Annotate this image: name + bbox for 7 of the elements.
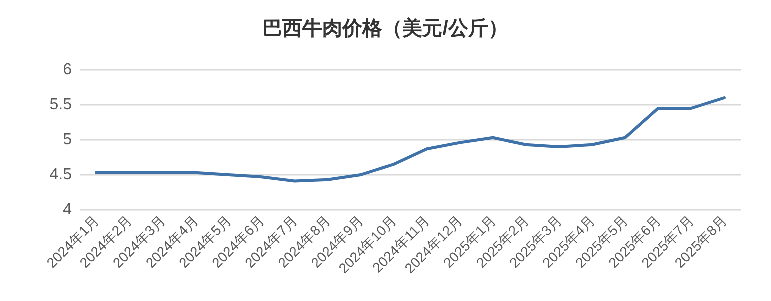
y-tick-label: 6: [63, 62, 72, 78]
line-series: [95, 96, 726, 183]
y-tick-label: 4.5: [50, 166, 72, 184]
y-tick-label: 5: [63, 132, 72, 148]
chart-title: 巴西牛肉价格（美元/公斤）: [262, 17, 508, 40]
y-tick-label: 4: [63, 202, 72, 218]
y-tick-label: 5.5: [50, 96, 72, 114]
